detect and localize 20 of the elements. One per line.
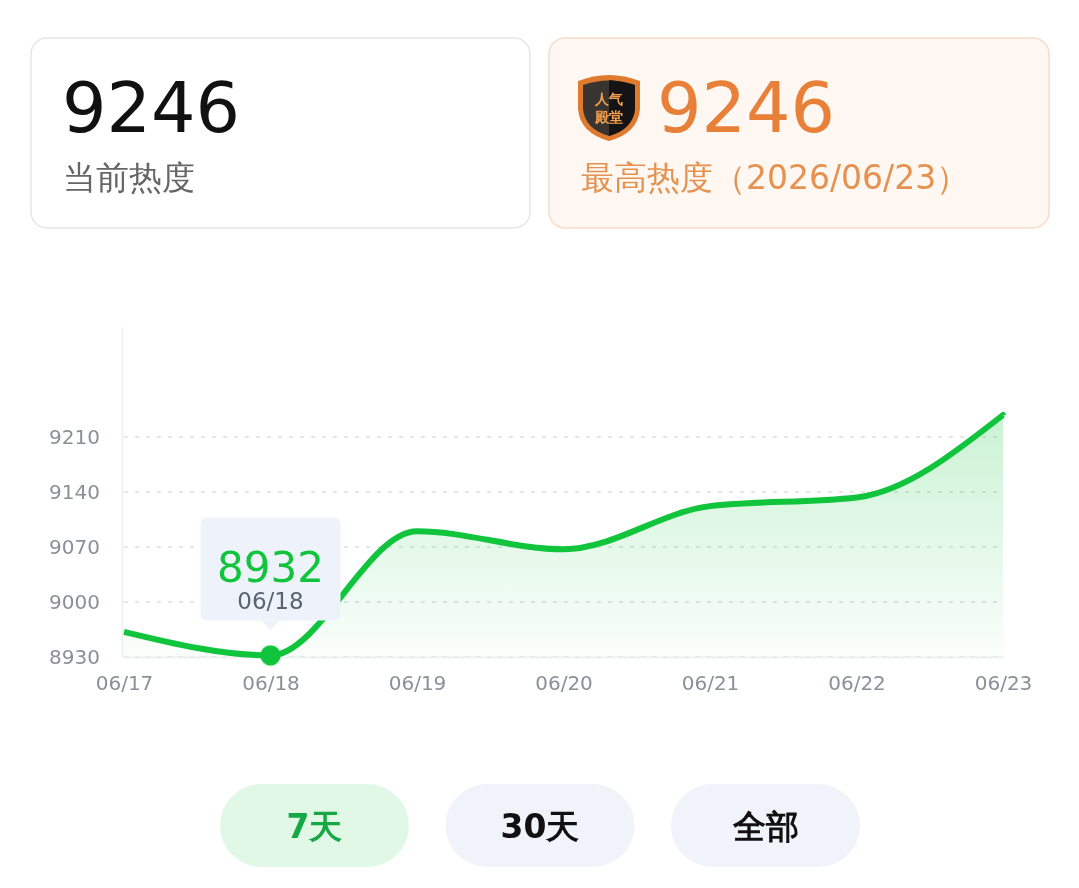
x-tick-label: 06/17	[95, 671, 154, 696]
y-tick-label: 9070	[49, 534, 100, 559]
x-tick-label: 06/20	[535, 671, 593, 696]
text: 人气殿堂	[594, 91, 623, 125]
x-tick-label: 06/22	[828, 671, 886, 696]
text: 9246	[62, 67, 241, 149]
text: 30天	[500, 806, 580, 846]
y-tick-label: 8930	[49, 644, 100, 669]
x-tick-label: 06/18	[242, 671, 300, 696]
text: 9246	[657, 67, 836, 149]
x-tick-label: 06/23	[974, 671, 1033, 696]
text: 7天	[286, 806, 343, 846]
y-tick-label: 9210	[49, 424, 100, 449]
y-tick-label: 9140	[49, 479, 100, 504]
y-tick-label: 9000	[49, 589, 100, 614]
x-tick-label: 06/19	[388, 671, 447, 696]
text: 最高热度（2026/06/23）	[581, 158, 970, 197]
x-tick-label: 06/21	[681, 671, 740, 696]
text: 当前热度	[63, 158, 195, 197]
text: 全部	[731, 806, 799, 846]
